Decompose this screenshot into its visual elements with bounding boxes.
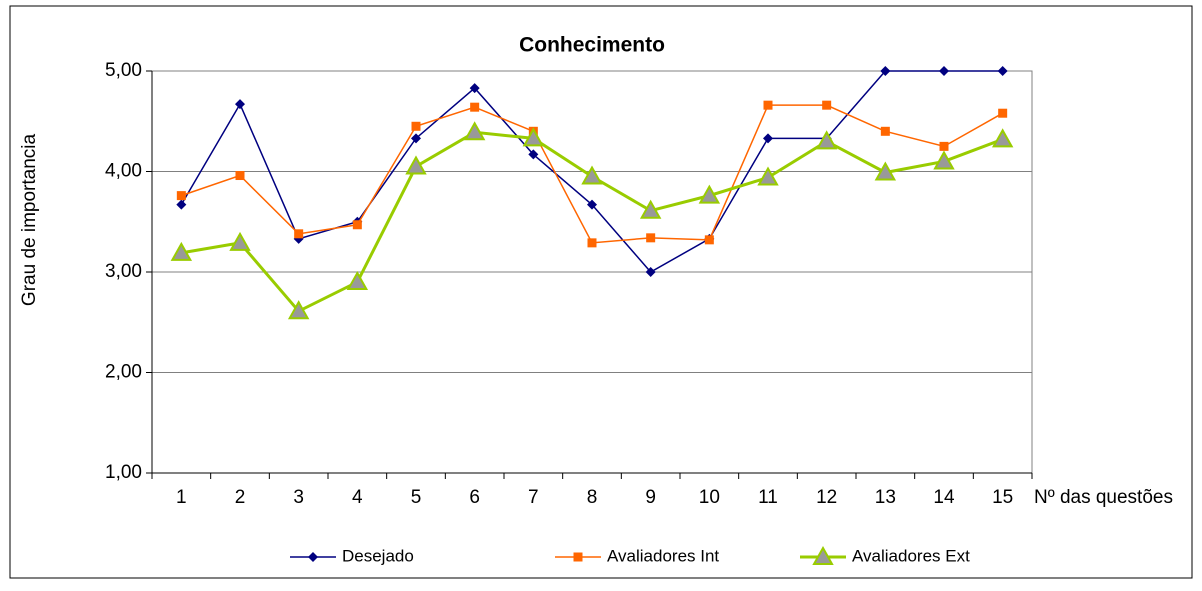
marker	[469, 83, 480, 94]
marker	[763, 100, 773, 110]
marker	[176, 191, 186, 201]
y-tick-label: 3,00	[105, 261, 142, 282]
chart-frame	[9, 5, 1193, 579]
marker	[698, 184, 721, 204]
y-tick-label: 1,00	[105, 462, 142, 483]
x-tick-label: 2	[235, 487, 246, 508]
marker	[763, 133, 773, 144]
y-tick-label: 5,00	[105, 60, 142, 81]
x-axis-label: Nº das questões	[1034, 487, 1173, 508]
x-tick-label: 12	[816, 487, 837, 508]
x-tick-label: 11	[758, 487, 778, 508]
legend-label: Avaliadores Int	[607, 546, 719, 565]
legend-label: Desejado	[342, 546, 414, 565]
marker	[646, 233, 656, 243]
marker	[352, 220, 362, 230]
marker	[463, 121, 486, 141]
marker	[229, 231, 251, 251]
marker	[405, 155, 427, 175]
marker	[176, 199, 187, 210]
marker	[939, 141, 949, 151]
marker	[346, 271, 369, 291]
x-tick-label: 10	[699, 487, 720, 508]
marker	[587, 199, 597, 210]
marker	[528, 149, 539, 160]
marker	[235, 171, 245, 181]
marker	[939, 66, 949, 76]
marker	[587, 238, 597, 248]
y-axis-label: Grau de importancia	[19, 134, 40, 307]
x-tick-label: 8	[587, 487, 598, 508]
marker	[704, 235, 714, 245]
marker	[470, 102, 480, 112]
marker	[411, 133, 421, 144]
chart-title: Conhecimento	[519, 34, 665, 57]
marker	[998, 108, 1008, 118]
marker	[294, 229, 304, 239]
x-tick-label: 7	[528, 487, 539, 508]
x-tick-label: 9	[645, 487, 656, 508]
x-tick-label: 15	[992, 487, 1013, 508]
marker	[411, 121, 421, 131]
marker	[991, 128, 1014, 148]
marker	[235, 99, 245, 110]
x-tick-label: 13	[875, 487, 896, 508]
x-tick-label: 5	[411, 487, 422, 508]
marker	[933, 150, 955, 170]
marker	[573, 552, 583, 562]
y-tick-label: 2,00	[105, 362, 142, 383]
marker	[287, 300, 310, 320]
x-tick-label: 1	[176, 487, 187, 508]
marker	[308, 552, 318, 562]
legend-label: Avaliadores Ext	[852, 546, 970, 565]
marker	[812, 545, 834, 565]
marker	[874, 161, 897, 181]
marker	[522, 127, 545, 147]
marker	[880, 126, 890, 136]
marker	[822, 100, 832, 110]
x-tick-label: 4	[352, 487, 363, 508]
marker	[581, 165, 603, 185]
y-tick-label: 4,00	[105, 161, 142, 182]
marker	[170, 241, 193, 261]
marker	[645, 267, 656, 277]
x-tick-label: 6	[469, 487, 480, 508]
marker	[997, 66, 1008, 76]
marker	[815, 130, 838, 150]
marker	[880, 66, 891, 76]
marker	[639, 199, 662, 219]
x-tick-label: 3	[293, 487, 304, 508]
marker	[757, 166, 779, 186]
x-tick-label: 14	[933, 487, 955, 508]
